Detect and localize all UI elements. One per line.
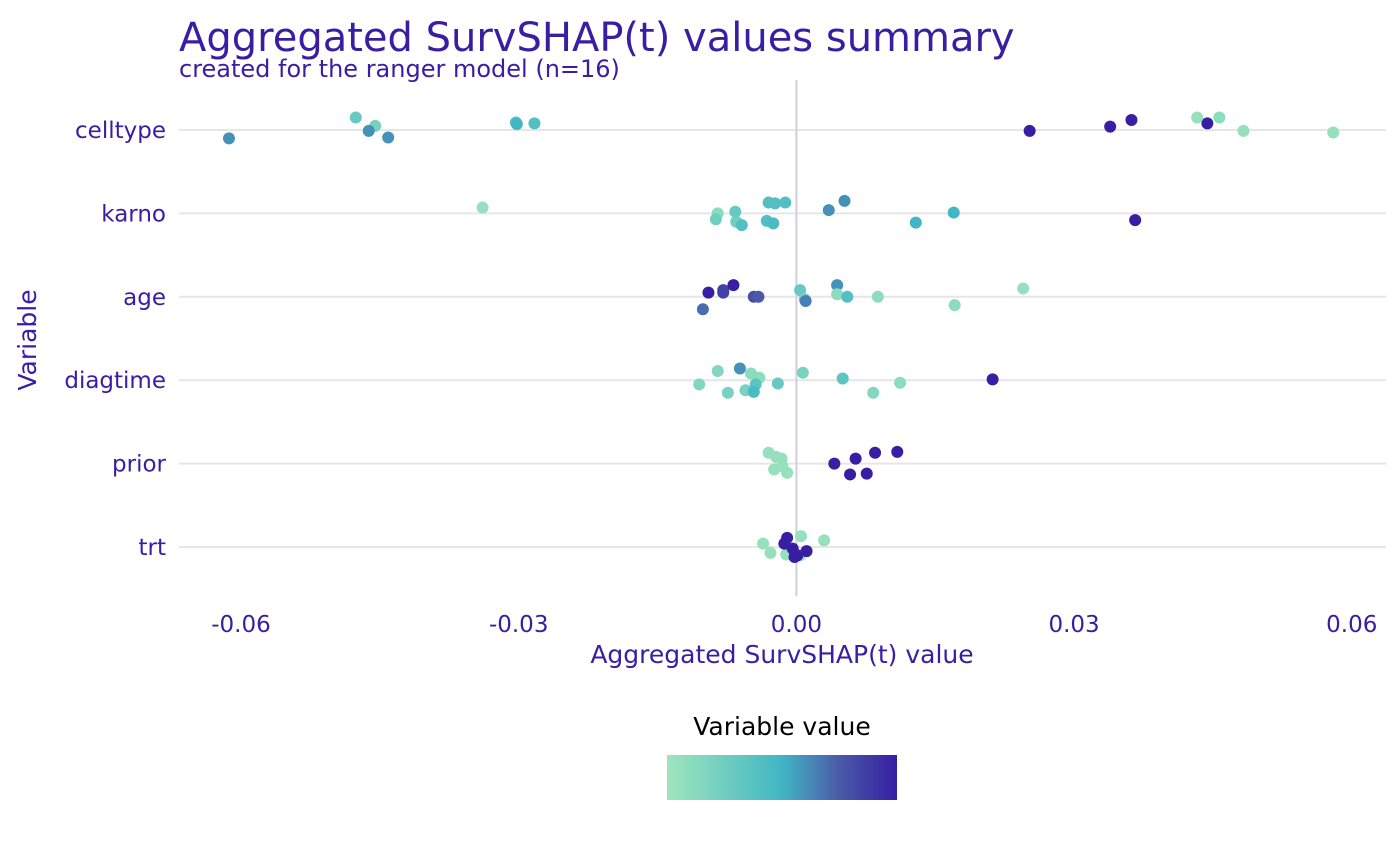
point-celltype (1125, 113, 1138, 126)
chart-title: Aggregated SurvSHAP(t) values summary (179, 15, 1015, 61)
legend-title: Variable value (693, 712, 870, 741)
point-celltype (510, 118, 523, 131)
chart-subtitle: created for the ranger model (n=16) (179, 55, 620, 83)
point-trt (764, 546, 777, 559)
y-tick-labels: celltype karno age diagtime prior trt (64, 118, 166, 561)
point-celltype (1191, 111, 1204, 124)
point-celltype (382, 131, 395, 144)
point-diagtime (747, 385, 760, 398)
point-age (696, 303, 709, 316)
point-diagtime (796, 366, 809, 379)
gridlines (179, 129, 1386, 548)
point-celltype (362, 124, 375, 137)
point-karno (769, 197, 782, 210)
x-tick-label: -0.06 (211, 612, 271, 638)
y-tick-label-karno: karno (101, 201, 166, 227)
point-karno (909, 216, 922, 229)
point-karno (822, 204, 835, 217)
point-diagtime (721, 386, 734, 399)
point-prior (869, 446, 882, 459)
point-trt (757, 537, 770, 550)
point-karno (476, 201, 489, 214)
point-age (702, 286, 715, 299)
point-celltype (528, 117, 541, 130)
point-diagtime (894, 376, 907, 389)
point-karno (729, 205, 742, 218)
point-celltype (1201, 117, 1214, 130)
point-diagtime (733, 362, 746, 375)
point-trt (818, 534, 831, 547)
point-age (831, 279, 844, 292)
point-karno (947, 206, 960, 219)
point-age (717, 286, 730, 299)
point-trt (795, 530, 808, 543)
y-tick-label-diagtime: diagtime (64, 368, 166, 394)
point-age (799, 294, 812, 307)
point-celltype (349, 111, 362, 124)
point-karno (767, 217, 780, 230)
legend: Variable value (667, 712, 897, 800)
y-tick-label-trt: trt (139, 535, 167, 561)
x-tick-label: -0.03 (489, 612, 549, 638)
point-karno (709, 213, 722, 226)
point-trt (800, 545, 813, 558)
point-prior (891, 445, 904, 458)
y-tick-label-age: age (123, 285, 166, 311)
point-karno (1129, 214, 1142, 227)
point-celltype (222, 132, 235, 145)
point-celltype (1104, 120, 1117, 133)
point-diagtime (986, 373, 999, 386)
point-prior (844, 468, 857, 481)
points-layer (222, 111, 1340, 564)
x-tick-labels: -0.06 -0.03 0.00 0.03 0.06 (211, 612, 1377, 638)
y-tick-label-celltype: celltype (75, 118, 166, 144)
point-trt (788, 551, 801, 564)
point-trt (781, 531, 794, 544)
point-karno (779, 196, 792, 209)
y-tick-label-prior: prior (112, 452, 167, 478)
point-age (1017, 282, 1030, 295)
point-prior (781, 466, 794, 479)
x-axis-label: Aggregated SurvSHAP(t) value (590, 640, 973, 669)
point-age (794, 284, 807, 297)
point-age (841, 290, 854, 303)
y-axis-label: Variable (13, 289, 42, 390)
point-diagtime (836, 372, 849, 385)
point-age (752, 290, 765, 303)
point-diagtime (867, 386, 880, 399)
x-tick-label: 0.00 (771, 612, 822, 638)
point-age (727, 279, 740, 292)
point-celltype (1327, 126, 1340, 139)
point-age (871, 290, 884, 303)
point-celltype (1023, 124, 1036, 137)
point-age (831, 288, 844, 301)
point-prior (828, 457, 841, 470)
point-karno (735, 219, 748, 232)
point-diagtime (771, 377, 784, 390)
point-celltype (1237, 124, 1250, 137)
point-prior (860, 467, 873, 480)
point-karno (838, 194, 851, 207)
point-prior (849, 452, 862, 465)
point-diagtime (693, 378, 706, 391)
point-diagtime (711, 365, 724, 378)
point-age (948, 299, 961, 312)
legend-colorbar (667, 755, 897, 800)
x-tick-label: 0.06 (1326, 612, 1377, 638)
x-tick-label: 0.03 (1048, 612, 1099, 638)
point-celltype (1213, 111, 1226, 124)
